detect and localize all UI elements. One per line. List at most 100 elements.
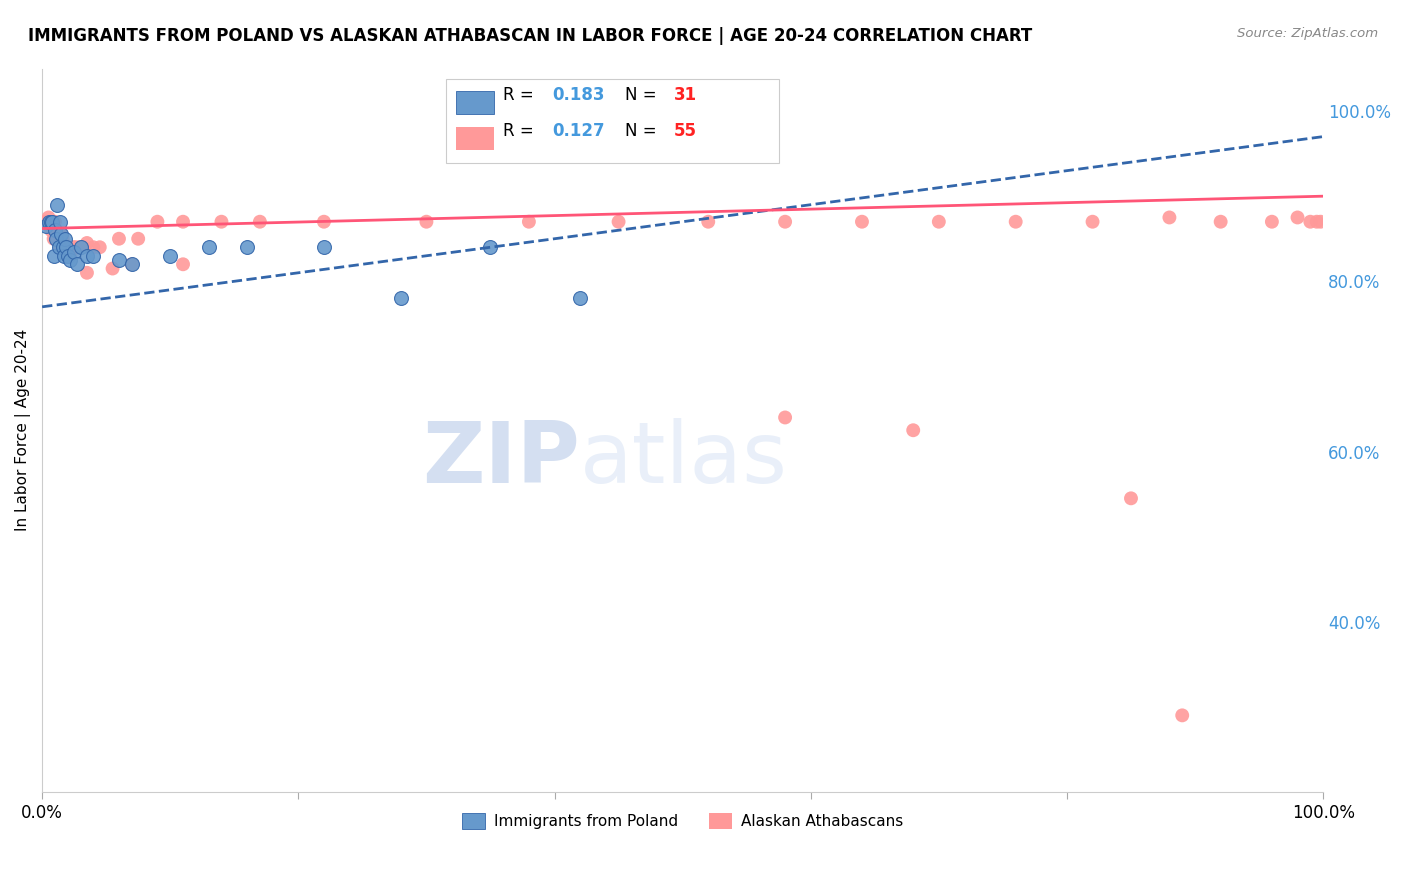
Point: [172, 257, 194, 271]
Text: 55: 55: [673, 122, 696, 140]
Point: [517, 215, 540, 229]
Point: [63, 240, 86, 254]
Point: [121, 257, 143, 271]
Point: [1261, 215, 1284, 229]
Y-axis label: In Labor Force | Age 20-24: In Labor Force | Age 20-24: [15, 329, 31, 532]
Point: [1286, 211, 1309, 225]
Point: [773, 410, 796, 425]
Point: [42, 232, 65, 246]
Point: [236, 240, 259, 254]
Point: [479, 240, 502, 254]
Point: [48, 227, 70, 242]
Point: [49, 215, 72, 229]
Point: [101, 261, 124, 276]
Point: [159, 249, 181, 263]
Point: [415, 215, 437, 229]
Point: [1306, 215, 1329, 229]
Point: [211, 215, 233, 229]
Point: [851, 215, 873, 229]
Point: [35, 219, 58, 233]
Point: [41, 215, 63, 229]
Point: [312, 215, 335, 229]
Point: [52, 249, 75, 263]
Text: ZIP: ZIP: [422, 417, 581, 500]
Point: [249, 215, 271, 229]
Point: [76, 266, 98, 280]
Point: [607, 215, 630, 229]
Point: [928, 215, 950, 229]
Point: [52, 232, 75, 246]
Point: [1004, 215, 1026, 229]
Point: [44, 223, 66, 237]
Point: [66, 240, 89, 254]
Point: [48, 240, 70, 254]
Point: [38, 211, 60, 225]
Text: R =: R =: [503, 122, 540, 140]
Text: Source: ZipAtlas.com: Source: ZipAtlas.com: [1237, 27, 1378, 40]
Point: [56, 240, 79, 254]
Text: R =: R =: [503, 87, 540, 104]
Point: [903, 423, 925, 437]
Point: [38, 215, 60, 229]
Point: [55, 240, 77, 254]
Point: [39, 223, 62, 237]
Point: [1299, 215, 1322, 229]
Point: [1309, 215, 1331, 229]
Point: [197, 240, 219, 254]
Point: [108, 253, 131, 268]
Point: [127, 232, 149, 246]
Point: [38, 215, 60, 229]
Point: [42, 249, 65, 263]
Point: [312, 240, 335, 254]
Point: [59, 253, 82, 268]
Point: [76, 235, 98, 250]
Point: [69, 240, 91, 254]
Text: N =: N =: [626, 122, 662, 140]
Point: [46, 197, 69, 211]
Point: [89, 240, 111, 254]
Point: [121, 257, 143, 271]
Point: [41, 219, 63, 233]
Point: [52, 240, 75, 254]
Text: N =: N =: [626, 87, 662, 104]
Point: [51, 227, 73, 242]
Point: [45, 223, 67, 237]
FancyBboxPatch shape: [456, 128, 495, 150]
Point: [108, 232, 131, 246]
Point: [1081, 215, 1104, 229]
FancyBboxPatch shape: [446, 79, 779, 162]
Point: [389, 291, 412, 305]
Point: [44, 215, 66, 229]
Text: atlas: atlas: [581, 417, 789, 500]
Point: [569, 291, 592, 305]
Point: [697, 215, 720, 229]
Point: [52, 240, 75, 254]
Point: [39, 215, 62, 229]
Point: [59, 249, 82, 263]
Text: 0.183: 0.183: [553, 87, 605, 104]
Point: [46, 232, 69, 246]
Text: 0.127: 0.127: [553, 122, 605, 140]
Point: [49, 240, 72, 254]
Point: [63, 244, 86, 259]
Point: [146, 215, 169, 229]
Point: [35, 215, 58, 229]
Point: [1159, 211, 1181, 225]
Point: [773, 215, 796, 229]
Point: [82, 249, 104, 263]
FancyBboxPatch shape: [456, 91, 495, 114]
Point: [66, 257, 89, 271]
Text: 31: 31: [673, 87, 697, 104]
Point: [51, 227, 73, 242]
Point: [1119, 491, 1142, 506]
Point: [63, 240, 86, 254]
Text: IMMIGRANTS FROM POLAND VS ALASKAN ATHABASCAN IN LABOR FORCE | AGE 20-24 CORRELAT: IMMIGRANTS FROM POLAND VS ALASKAN ATHABA…: [28, 27, 1032, 45]
Point: [76, 249, 98, 263]
Point: [53, 240, 76, 254]
Point: [82, 240, 104, 254]
Point: [172, 215, 194, 229]
Point: [1209, 215, 1232, 229]
Legend: Immigrants from Poland, Alaskan Athabascans: Immigrants from Poland, Alaskan Athabasc…: [456, 806, 910, 835]
Point: [69, 240, 91, 254]
Point: [45, 232, 67, 246]
